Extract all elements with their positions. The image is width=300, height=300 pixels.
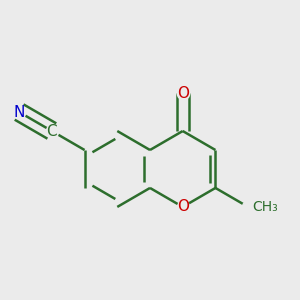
Text: C: C	[46, 124, 57, 139]
Text: N: N	[14, 104, 25, 119]
Text: O: O	[177, 85, 189, 100]
Text: CH₃: CH₃	[252, 200, 278, 214]
Text: O: O	[177, 200, 189, 214]
